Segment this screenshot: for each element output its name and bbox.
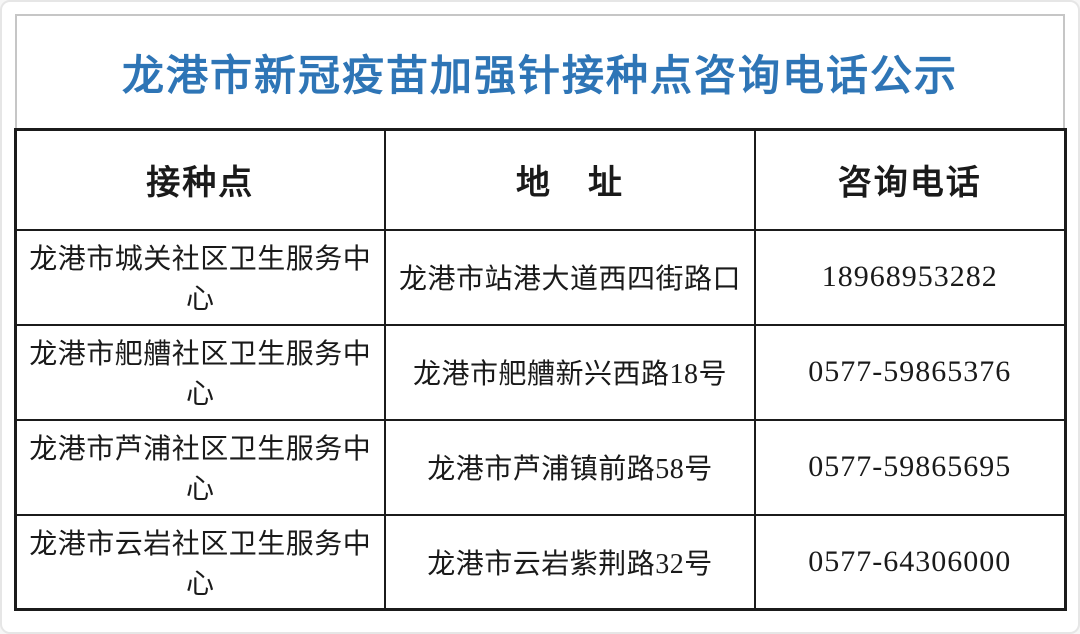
table-header-row: 接种点 地 址 咨询电话	[14, 128, 1066, 231]
address-cell: 龙港市芦浦镇前路58号	[384, 418, 756, 516]
table-row: 龙港市城关社区卫生服务中心 龙港市站港大道西四街路口 18968953282	[14, 228, 1066, 326]
site-cell: 龙港市云岩社区卫生服务中心	[14, 513, 386, 611]
phone-cell: 0577-59865376	[754, 323, 1066, 421]
table-row: 龙港市云岩社区卫生服务中心 龙港市云岩紫荆路32号 0577-64306000	[14, 513, 1066, 611]
table-row: 龙港市芦浦社区卫生服务中心 龙港市芦浦镇前路58号 0577-59865695	[14, 418, 1066, 516]
phone-cell: 18968953282	[754, 228, 1066, 326]
address-cell: 龙港市舥艚新兴西路18号	[384, 323, 756, 421]
phone-cell: 0577-59865695	[754, 418, 1066, 516]
notice-card-content: 龙港市新冠疫苗加强针接种点咨询电话公示 接种点 地 址 咨询电话 龙港市城关社区…	[2, 2, 1078, 611]
header-site: 接种点	[14, 128, 386, 231]
site-cell: 龙港市舥艚社区卫生服务中心	[14, 323, 386, 421]
header-phone: 咨询电话	[754, 128, 1066, 231]
title-box: 龙港市新冠疫苗加强针接种点咨询电话公示	[15, 14, 1065, 128]
vaccination-sites-table: 接种点 地 址 咨询电话 龙港市城关社区卫生服务中心 龙港市站港大道西四街路口 …	[13, 128, 1067, 611]
site-cell: 龙港市芦浦社区卫生服务中心	[14, 418, 386, 516]
table-row: 龙港市舥艚社区卫生服务中心 龙港市舥艚新兴西路18号 0577-59865376	[14, 323, 1066, 421]
address-cell: 龙港市云岩紫荆路32号	[384, 513, 756, 611]
page-title: 龙港市新冠疫苗加强针接种点咨询电话公示	[121, 53, 958, 100]
address-cell: 龙港市站港大道西四街路口	[384, 228, 756, 326]
header-address: 地 址	[384, 128, 756, 231]
phone-cell: 0577-64306000	[754, 513, 1066, 611]
site-cell: 龙港市城关社区卫生服务中心	[14, 228, 386, 326]
table-body: 龙港市城关社区卫生服务中心 龙港市站港大道西四街路口 18968953282 龙…	[14, 228, 1066, 611]
